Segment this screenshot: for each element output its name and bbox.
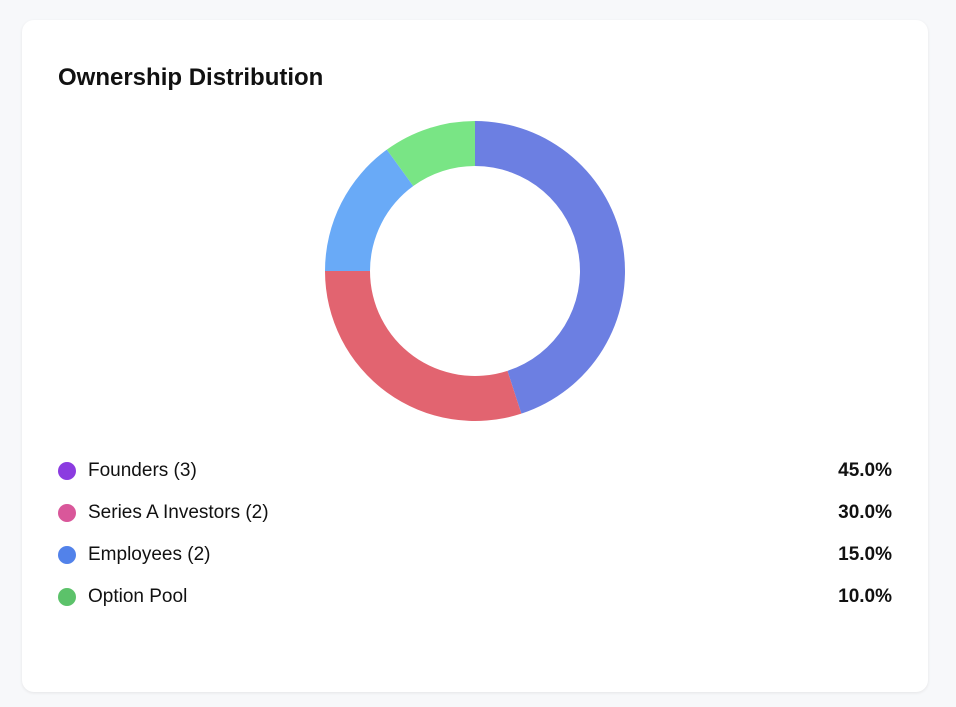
legend-label: Founders (3): [88, 460, 197, 481]
legend-dot-icon: [58, 588, 76, 606]
legend-label: Employees (2): [88, 544, 211, 565]
chart-legend: Founders (3) 45.0% Series A Investors (2…: [58, 450, 892, 618]
legend-item-series-a: Series A Investors (2) 30.0%: [58, 492, 892, 534]
legend-value: 10.0%: [838, 586, 892, 607]
legend-item-option-pool: Option Pool 10.0%: [58, 576, 892, 618]
legend-value: 30.0%: [838, 502, 892, 523]
donut-slice: [325, 149, 414, 271]
legend-dot-icon: [58, 546, 76, 564]
legend-label: Option Pool: [88, 586, 188, 607]
legend-dot-icon: [58, 504, 76, 522]
legend-value: 15.0%: [838, 544, 892, 565]
legend-item-employees: Employees (2) 15.0%: [58, 534, 892, 576]
ownership-card: Ownership Distribution Founders (3) 45.0…: [22, 20, 928, 692]
donut-slice: [475, 121, 625, 414]
legend-item-founders: Founders (3) 45.0%: [58, 450, 892, 492]
donut-slice: [386, 121, 475, 187]
legend-label: Series A Investors (2): [88, 502, 269, 523]
ownership-donut-chart: [325, 121, 625, 421]
donut-slice: [325, 271, 522, 421]
legend-dot-icon: [58, 462, 76, 480]
card-title: Ownership Distribution: [58, 64, 324, 91]
legend-value: 45.0%: [838, 460, 892, 481]
